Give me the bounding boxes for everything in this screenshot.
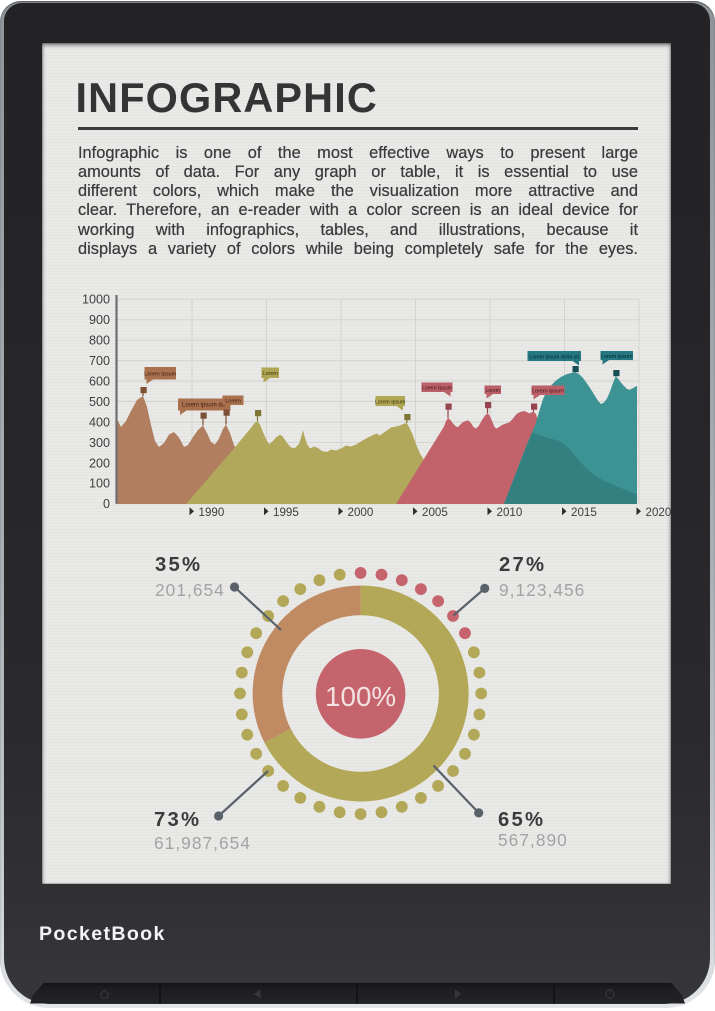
svg-text:Lorem Ipsum: Lorem Ipsum	[422, 386, 452, 392]
svg-text:2010: 2010	[497, 506, 523, 519]
svg-text:Lorem: Lorem	[225, 398, 241, 404]
svg-text:Lorem ipsum: Lorem ipsum	[532, 389, 564, 395]
svg-text:Lorem: Lorem	[486, 388, 500, 394]
svg-text:Lorem: Lorem	[262, 371, 278, 377]
svg-text:700: 700	[89, 354, 110, 368]
svg-text:2005: 2005	[422, 506, 448, 519]
svg-text:100%: 100%	[325, 681, 396, 712]
svg-text:1000: 1000	[82, 293, 110, 307]
svg-text:1995: 1995	[273, 506, 299, 519]
svg-text:Lorem Ipsum: Lorem Ipsum	[144, 371, 177, 377]
svg-text:300: 300	[89, 436, 110, 450]
svg-text:Lorem ipsum: Lorem ipsum	[601, 354, 633, 360]
svg-text:0: 0	[103, 497, 110, 511]
svg-text:2020: 2020	[646, 506, 672, 519]
svg-text:Lorem ipsum dolor sit: Lorem ipsum dolor sit	[529, 354, 579, 360]
svg-text:200: 200	[89, 456, 110, 470]
svg-text:900: 900	[89, 313, 110, 327]
svg-text:2015: 2015	[571, 506, 597, 519]
svg-text:800: 800	[89, 334, 110, 348]
svg-text:Lorem ipsum dol: Lorem ipsum dol	[182, 403, 226, 409]
svg-text:400: 400	[89, 415, 110, 429]
svg-text:Lorem Ipsum: Lorem Ipsum	[375, 399, 405, 405]
svg-text:100: 100	[89, 477, 110, 491]
svg-text:2000: 2000	[348, 506, 374, 519]
svg-text:500: 500	[89, 395, 110, 409]
svg-text:600: 600	[89, 374, 110, 388]
svg-text:1990: 1990	[199, 506, 225, 519]
